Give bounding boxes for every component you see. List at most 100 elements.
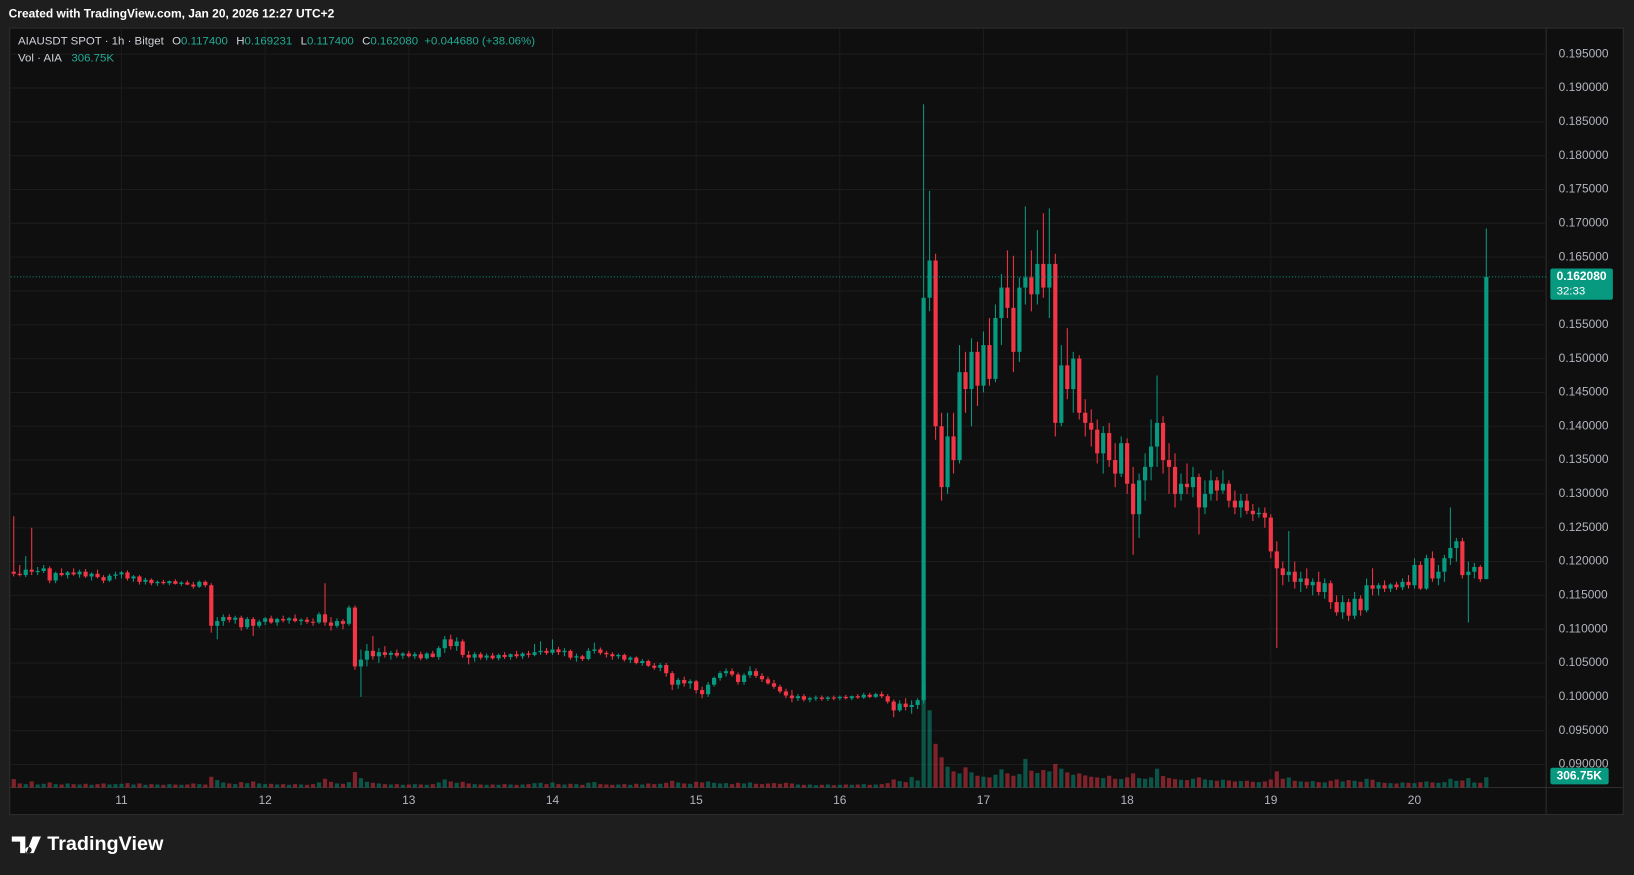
candle-body: [652, 665, 657, 668]
candle-body: [388, 652, 393, 655]
candle-body: [921, 297, 926, 701]
volume-bar: [777, 783, 783, 788]
y-tick-label: 0.170000: [1559, 215, 1609, 229]
candle-body: [885, 696, 890, 702]
volume-bar: [269, 783, 274, 788]
volume-bar: [257, 783, 262, 788]
volume-bar: [328, 781, 334, 788]
volume-bar: [945, 766, 950, 788]
volume-bar: [245, 783, 250, 788]
volume-bar: [927, 710, 932, 788]
candle-body: [131, 576, 136, 579]
candle-body: [861, 694, 866, 698]
candle-body: [334, 621, 340, 626]
candle-body: [364, 650, 370, 660]
candle-body: [203, 581, 208, 586]
candle-body: [161, 581, 166, 584]
volume-bar: [520, 784, 525, 788]
candle-body: [580, 656, 585, 659]
candle-body: [927, 260, 932, 298]
candle-body: [903, 703, 908, 707]
candle-body: [1232, 500, 1237, 508]
candle-body: [1286, 571, 1291, 576]
volume-bar: [1304, 781, 1309, 788]
candle-body: [514, 654, 519, 657]
candle-body: [729, 671, 735, 675]
candle-body: [1262, 512, 1267, 518]
volume-bar: [310, 784, 316, 788]
y-tick-label: 0.180000: [1559, 148, 1609, 162]
volume-bar: [1077, 773, 1082, 788]
volume-bar: [185, 784, 190, 788]
candle-body: [1466, 571, 1471, 576]
volume-bar: [807, 784, 812, 788]
candle-body: [1394, 584, 1399, 588]
candle-body: [825, 697, 830, 699]
candle-body: [275, 619, 280, 623]
candle-body: [460, 641, 465, 655]
candle-body: [316, 614, 322, 623]
volume-bar: [23, 784, 28, 788]
legend-value: 0.169231: [245, 36, 293, 48]
volume-bar: [53, 784, 58, 788]
candle-body: [759, 675, 765, 680]
volume-bar: [1047, 771, 1052, 788]
candle-body: [682, 679, 687, 684]
volume-bar: [430, 784, 435, 788]
volume-bar: [801, 784, 806, 788]
volume-bar: [352, 772, 358, 788]
candle-body: [173, 581, 178, 584]
candle-body: [975, 351, 980, 386]
candle-body: [430, 653, 435, 657]
volume-bar: [1172, 779, 1178, 788]
candle-body: [143, 579, 148, 582]
candle-body: [670, 673, 675, 685]
candle-body: [191, 584, 196, 587]
volume-bar: [717, 783, 723, 788]
volume-bar: [646, 783, 651, 788]
candle-body: [71, 572, 76, 575]
volume-bar: [849, 784, 854, 788]
volume-bar: [544, 784, 549, 788]
volume-bar: [1071, 774, 1076, 788]
volume-legend: Vol · AIA 306.75K: [18, 52, 114, 64]
candle-body: [95, 573, 100, 578]
volume-bar: [460, 781, 465, 788]
candle-body: [1131, 483, 1136, 515]
volume-bar: [993, 774, 998, 788]
candle-body: [765, 679, 771, 684]
volume-bar: [903, 782, 908, 788]
volume-bar: [532, 783, 537, 788]
candle-body: [1346, 602, 1351, 616]
candle-body: [1250, 510, 1255, 515]
candle-body: [1178, 483, 1184, 494]
volume-bar: [1178, 779, 1184, 788]
volume-bar: [1280, 778, 1285, 788]
candle-body: [1478, 566, 1483, 580]
candle-body: [472, 654, 477, 658]
volume-bar: [933, 743, 938, 788]
volume-bar: [1418, 782, 1423, 788]
candle-body: [1089, 422, 1094, 430]
candle-body: [897, 703, 902, 711]
candle-body: [1005, 287, 1010, 308]
volume-bar: [747, 782, 753, 788]
candle-body: [1214, 480, 1220, 491]
volume-bar: [1334, 779, 1339, 788]
candle-body: [263, 618, 268, 622]
candle-body: [1454, 541, 1459, 549]
volume-bar: [382, 784, 387, 788]
candle-body: [322, 614, 328, 623]
volume-bar: [1035, 773, 1040, 788]
candle-body: [436, 648, 441, 657]
y-tick-label: 0.120000: [1559, 554, 1609, 568]
volume-bar: [1370, 779, 1375, 788]
volume-bar: [340, 783, 346, 788]
volume-bar: [1292, 780, 1297, 788]
y-tick-label: 0.110000: [1559, 621, 1608, 635]
candle-body: [269, 618, 274, 623]
volume-bar: [640, 784, 645, 788]
y-tick-label: 0.125000: [1559, 520, 1609, 534]
volume-bar: [855, 784, 860, 788]
